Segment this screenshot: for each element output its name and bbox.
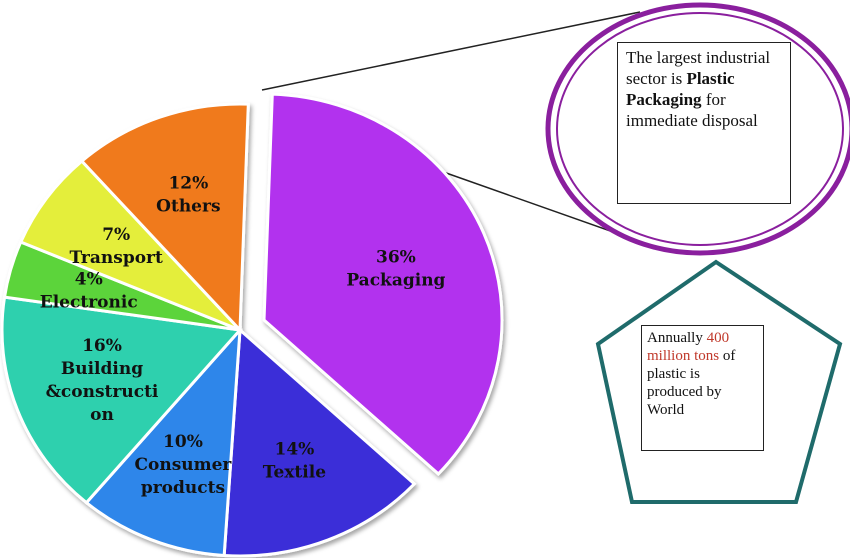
slice-percent-label: 16% (82, 336, 122, 356)
pie-labels: 36% Packaging 14% Textile 10% Consumer product… (40, 173, 446, 498)
pie-slice-consumerproducts (84, 325, 242, 558)
pie-slice-packaging (262, 92, 504, 476)
slice-name-label: on (90, 405, 114, 425)
slice-percent-label: 36% (376, 248, 416, 268)
slice-percent-label: 4% (75, 269, 103, 289)
slice-name-label: Packaging (346, 271, 445, 291)
slice-name-label: Others (156, 196, 220, 216)
pie-slice-transport (18, 159, 242, 332)
pie-slice-building-construction (0, 295, 243, 505)
slice-name-label: &constructi (46, 382, 159, 402)
slice-name-label: Consumer (134, 455, 232, 475)
pie-slice-others (79, 102, 250, 334)
slice-percent-label: 10% (163, 432, 203, 452)
annual-text-post: of plastic is produced by World (647, 348, 736, 418)
slice-percent-label: 7% (102, 225, 130, 245)
pie-slice-textile (222, 326, 417, 558)
callout-connector-top (261, 11, 641, 91)
annual-text-pre: Annually (647, 330, 707, 346)
slice-percent-label: 12% (168, 173, 208, 193)
annual-production-callout: Annually 400 million tons of plastic is … (641, 325, 764, 451)
slice-name-label: Transport (70, 248, 163, 268)
slice-name-label: Textile (263, 463, 326, 483)
largest-sector-text: The largest industrial sector is (626, 48, 771, 88)
pie-slices (0, 92, 504, 558)
annual-text-highlight: 400 million tons (647, 330, 730, 364)
callout-ellipse-inner (556, 12, 844, 246)
slice-percent-label: 14% (275, 440, 315, 460)
slice-name-label: products (141, 478, 225, 498)
largest-sector-bold: Plastic Packaging (626, 69, 735, 109)
slice-name-label: Electronic (40, 292, 138, 312)
largest-sector-text-end: for immediate disposal (626, 90, 758, 130)
slice-name-label: Building (61, 359, 143, 379)
largest-sector-callout: The largest industrial sector is Plastic… (617, 42, 791, 204)
